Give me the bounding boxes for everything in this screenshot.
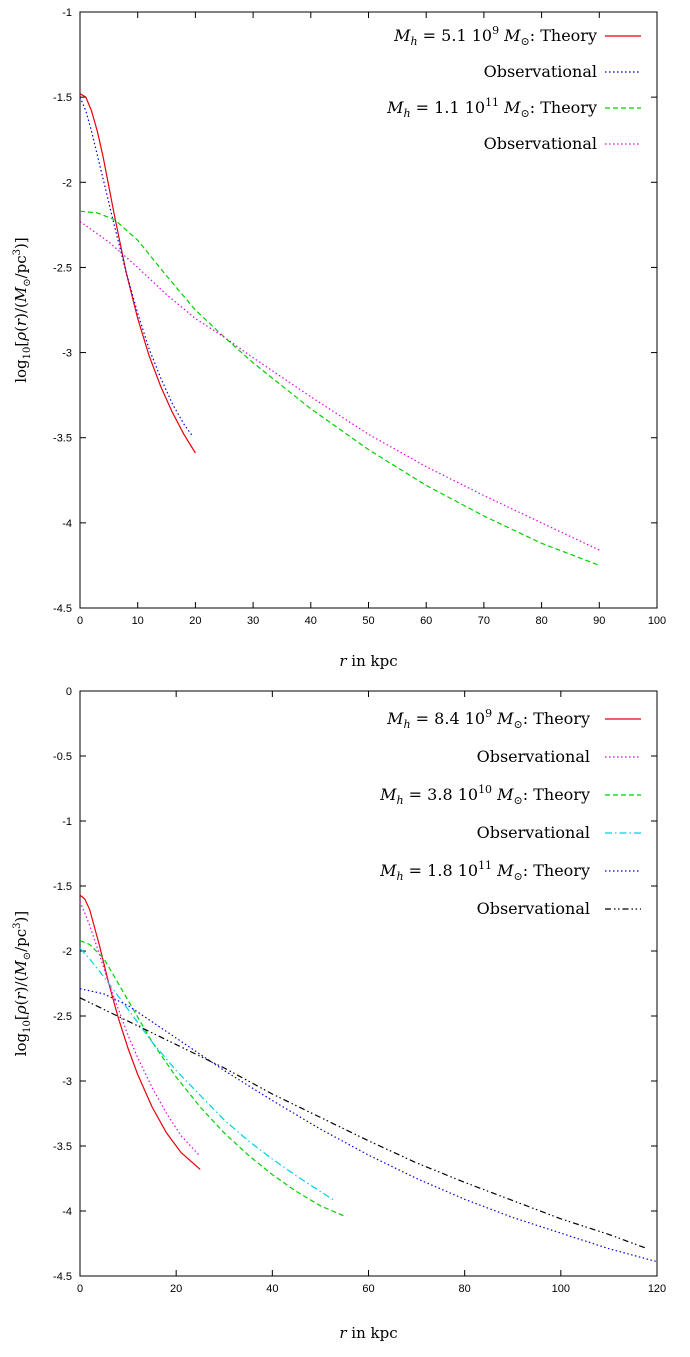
x-tick-label: 100 bbox=[648, 615, 666, 627]
y-tick-label: -2 bbox=[62, 177, 72, 189]
series-line-3 bbox=[79, 940, 345, 1217]
y-tick-label: -3.5 bbox=[53, 1141, 72, 1153]
y-tick-label: -2.5 bbox=[53, 1011, 72, 1023]
legend-label-4: Observational bbox=[477, 823, 590, 842]
series-line-1 bbox=[79, 894, 201, 1170]
y-tick-label: -4.5 bbox=[53, 603, 72, 615]
x-tick-label: 80 bbox=[459, 1283, 471, 1295]
chart-bottom: 0 20 40 60 80 100 120 -4.5 -4 -3.5 -3 -2.5 -2 -1.5 -1 -… bbox=[0, 681, 690, 1357]
x-tick-label: 120 bbox=[648, 1283, 666, 1295]
series-line-2 bbox=[79, 901, 201, 1157]
y-tick-label: -1.5 bbox=[53, 92, 72, 104]
x-axis-label: r in kpc bbox=[339, 652, 397, 670]
x-tick-label: 20 bbox=[189, 615, 201, 627]
x-tick-label: 0 bbox=[77, 615, 83, 627]
x-tick-label: 10 bbox=[132, 615, 144, 627]
legend-label-6: Observational bbox=[477, 899, 590, 918]
x-tick-label: 100 bbox=[552, 1283, 570, 1295]
series-line-4 bbox=[79, 947, 336, 1202]
x-tick-label: 80 bbox=[535, 615, 547, 627]
y-tick-label: -1 bbox=[62, 816, 72, 828]
y-tick-label: -1 bbox=[62, 7, 72, 19]
x-tick-label: 0 bbox=[77, 1283, 83, 1295]
y-tick-label: -3 bbox=[62, 348, 72, 360]
x-tick-label: 70 bbox=[478, 615, 490, 627]
series-line-3 bbox=[79, 210, 600, 566]
legend-label-1: Mh = 5.1 109 M⊙: Theory bbox=[393, 24, 597, 48]
y-axis-label: log10[ρ(r)/(M⊙/pc3)] bbox=[12, 237, 33, 383]
y-tick-label: -4.5 bbox=[53, 1271, 72, 1283]
legend-label-2: Observational bbox=[477, 747, 590, 766]
x-tick-label: 30 bbox=[247, 615, 259, 627]
chart-top: 0 10 20 30 40 50 60 70 80 90 100 -4.5 -4 -3.5 -3 -2.5 -2… bbox=[0, 0, 690, 676]
legend-label-3: Mh = 1.1 1011 M⊙: Theory bbox=[386, 96, 597, 120]
legend-label-2: Observational bbox=[484, 62, 597, 81]
x-tick-label: 40 bbox=[266, 1283, 278, 1295]
x-axis-label: r in kpc bbox=[339, 1324, 397, 1342]
y-tick-label: -4 bbox=[62, 1206, 72, 1218]
x-tick-label: 40 bbox=[305, 615, 317, 627]
legend-label-3: Mh = 3.8 1010 M⊙: Theory bbox=[379, 783, 590, 807]
x-tick-label: 60 bbox=[420, 615, 432, 627]
x-tick-label: 50 bbox=[362, 615, 374, 627]
y-tick-label: 0 bbox=[66, 686, 72, 698]
y-tick-label: -2.5 bbox=[53, 262, 72, 274]
series-line-6 bbox=[79, 997, 648, 1250]
y-tick-label: -0.5 bbox=[53, 751, 72, 763]
legend-label-1: Mh = 8.4 109 M⊙: Theory bbox=[386, 707, 590, 731]
y-tick-label: -4 bbox=[62, 518, 72, 530]
chart-top-svg: 0 10 20 30 40 50 60 70 80 90 100 -4.5 -4 -3.5 -3 -2.5 -2… bbox=[12, 7, 666, 670]
y-tick-label: -2 bbox=[62, 946, 72, 958]
series-line-5 bbox=[79, 988, 658, 1263]
x-tick-label: 60 bbox=[362, 1283, 374, 1295]
y-tick-label: -1.5 bbox=[53, 881, 72, 893]
series-line-2 bbox=[79, 96, 193, 437]
y-tick-label: -3 bbox=[62, 1076, 72, 1088]
legend-label-4: Observational bbox=[484, 134, 597, 153]
series-line-4 bbox=[79, 221, 600, 551]
y-tick-label: -3.5 bbox=[53, 433, 72, 445]
legend-label-5: Mh = 1.8 1011 M⊙: Theory bbox=[379, 859, 590, 883]
x-tick-label: 90 bbox=[593, 615, 605, 627]
plot-area-frame bbox=[79, 690, 658, 1277]
y-axis-label: log10[ρ(r)/(M⊙/pc3)] bbox=[12, 911, 33, 1057]
series-line-1 bbox=[79, 93, 196, 454]
x-tick-label: 20 bbox=[170, 1283, 182, 1295]
chart-bottom-svg: 0 20 40 60 80 100 120 -4.5 -4 -3.5 -3 -2.5 -2 -1.5 -1 -… bbox=[12, 686, 666, 1342]
